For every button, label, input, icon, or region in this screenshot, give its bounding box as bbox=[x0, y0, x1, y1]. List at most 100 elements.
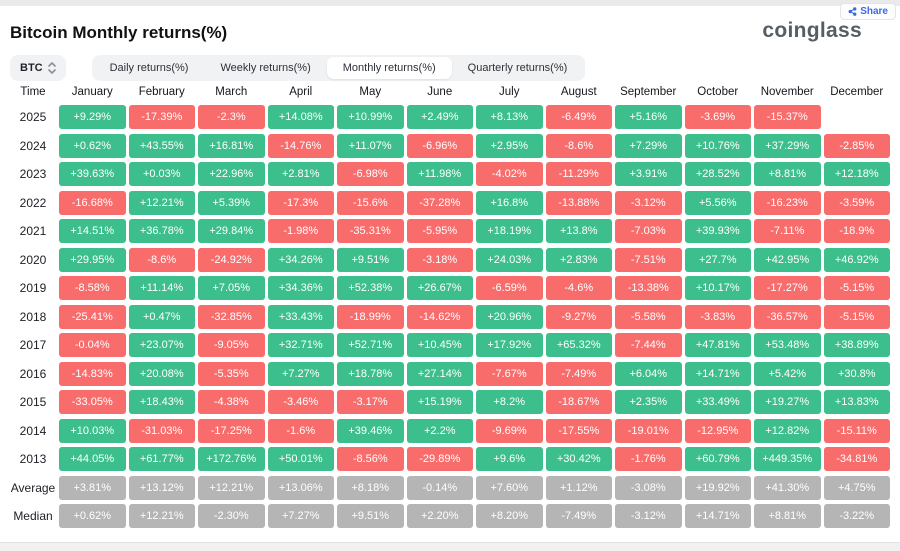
return-cell: -13.38% bbox=[615, 276, 682, 300]
return-cell: -15.11% bbox=[823, 418, 890, 443]
return-cell: -2.30% bbox=[198, 504, 265, 528]
return-cell: -8.6% bbox=[545, 133, 612, 158]
return-cell: +28.52% bbox=[684, 162, 751, 186]
return-cell: +20.08% bbox=[128, 361, 195, 386]
return-cell: +449.35% bbox=[754, 447, 821, 471]
return-cell: +12.21% bbox=[128, 504, 195, 528]
return-cell: -3.17% bbox=[337, 390, 404, 414]
return-cell: -7.51% bbox=[615, 247, 682, 272]
return-cell: +20.96% bbox=[476, 304, 543, 329]
return-cell: +4.75% bbox=[823, 475, 890, 500]
return-cell: -32.85% bbox=[198, 304, 265, 329]
return-cell: +5.42% bbox=[754, 361, 821, 386]
share-button-label: Share bbox=[860, 6, 888, 17]
return-cell: -34.81% bbox=[823, 447, 890, 471]
return-cell: +11.14% bbox=[128, 276, 195, 300]
return-cell: +44.05% bbox=[59, 447, 126, 471]
return-cell: -18.67% bbox=[545, 390, 612, 414]
page-title: Bitcoin Monthly returns(%) bbox=[10, 23, 228, 42]
tab-monthly-returns[interactable]: Monthly returns(%) bbox=[326, 57, 452, 79]
return-cell: +2.35% bbox=[615, 390, 682, 414]
return-cell: +61.77% bbox=[128, 447, 195, 471]
return-cell: -3.08% bbox=[615, 475, 682, 500]
return-cell: -7.03% bbox=[615, 219, 682, 243]
return-cell: -14.62% bbox=[406, 304, 473, 329]
return-cell: +5.56% bbox=[684, 190, 751, 215]
return-cell: -8.58% bbox=[59, 276, 126, 300]
return-cell: -3.59% bbox=[823, 190, 890, 215]
updown-arrows-icon bbox=[47, 62, 56, 74]
return-cell: +11.07% bbox=[337, 133, 404, 158]
return-cell: +39.63% bbox=[59, 162, 126, 186]
return-cell: +41.30% bbox=[754, 475, 821, 500]
return-cell: -5.15% bbox=[823, 276, 890, 300]
return-cell: -7.44% bbox=[615, 333, 682, 357]
table-row-2013: 2013 +44.05% +61.77% +172.76% +50.01% -8.56% -… bbox=[10, 447, 890, 471]
return-cell: -14.83% bbox=[59, 361, 126, 386]
return-cell: +14.08% bbox=[267, 105, 334, 129]
return-cell: +32.71% bbox=[267, 333, 334, 357]
return-cell: +8.81% bbox=[754, 162, 821, 186]
return-cell: +2.49% bbox=[406, 105, 473, 129]
return-cell: +7.27% bbox=[267, 504, 334, 528]
coin-selector[interactable]: BTC bbox=[10, 55, 66, 81]
return-cell: -35.31% bbox=[337, 219, 404, 243]
return-cell: +38.89% bbox=[823, 333, 890, 357]
return-cell: +8.18% bbox=[337, 475, 404, 500]
return-cell: +10.45% bbox=[406, 333, 473, 357]
return-cell: -9.05% bbox=[198, 333, 265, 357]
col-head-january: January bbox=[71, 86, 113, 98]
return-cell: +8.81% bbox=[754, 504, 821, 528]
return-cell: -7.49% bbox=[545, 504, 612, 528]
table-row-2025: 2025 +9.29% -17.39% -2.3% +14.08% +10.99% +2.4… bbox=[10, 105, 890, 129]
return-cell: -5.95% bbox=[406, 219, 473, 243]
col-head-february: February bbox=[138, 86, 185, 98]
return-cell: -25.41% bbox=[59, 304, 126, 329]
return-cell: +36.78% bbox=[128, 219, 195, 243]
return-cell: +9.51% bbox=[337, 247, 404, 272]
col-head-august: August bbox=[560, 86, 597, 98]
return-cell: -1.98% bbox=[267, 219, 334, 243]
return-cell: +29.95% bbox=[59, 247, 126, 272]
return-cell: +5.39% bbox=[198, 190, 265, 215]
return-cell: +14.71% bbox=[684, 504, 751, 528]
col-head-july: July bbox=[499, 86, 520, 98]
return-cell: +2.95% bbox=[476, 133, 543, 158]
return-cell: +7.29% bbox=[615, 133, 682, 158]
tab-quarterly-returns[interactable]: Quarterly returns(%) bbox=[467, 62, 568, 74]
return-cell: +47.81% bbox=[684, 333, 751, 357]
return-cell: -16.23% bbox=[754, 190, 821, 215]
col-head-june: June bbox=[427, 86, 453, 98]
return-cell: +9.51% bbox=[337, 504, 404, 528]
table-row-2022: 2022 -16.68% +12.21% +5.39% -17.3% -15.6% -37.… bbox=[10, 190, 890, 215]
row-label: 2024 bbox=[19, 138, 47, 153]
return-cell: +0.47% bbox=[128, 304, 195, 329]
return-cell: +65.32% bbox=[545, 333, 612, 357]
return-cell: +17.92% bbox=[476, 333, 543, 357]
return-cell: -6.49% bbox=[545, 105, 612, 129]
return-cell: +43.55% bbox=[128, 133, 195, 158]
share-button[interactable]: Share bbox=[840, 3, 896, 20]
row-label: 2019 bbox=[19, 281, 47, 295]
return-cell: -8.6% bbox=[128, 247, 195, 272]
return-cell: +8.13% bbox=[476, 105, 543, 129]
return-cell: +13.12% bbox=[128, 475, 195, 500]
return-cell: -24.92% bbox=[198, 247, 265, 272]
tab-weekly-returns[interactable]: Weekly returns(%) bbox=[220, 62, 311, 74]
row-label: 2020 bbox=[19, 252, 47, 267]
return-cell: +14.51% bbox=[59, 219, 126, 243]
return-cell: +16.81% bbox=[198, 133, 265, 158]
return-cell: -3.46% bbox=[267, 390, 334, 414]
return-cell: +50.01% bbox=[267, 447, 334, 471]
return-cell: -0.04% bbox=[59, 333, 126, 357]
return-cell: -15.6% bbox=[337, 190, 404, 215]
table-row-average: Average +3.81% +13.12% +12.21% +13.06% +8.18%… bbox=[10, 475, 890, 500]
coinglass-logo: coinglass bbox=[762, 19, 862, 42]
coin-selector-value: BTC bbox=[20, 62, 43, 74]
tab-daily-returns[interactable]: Daily returns(%) bbox=[109, 62, 189, 74]
return-cell: -12.95% bbox=[684, 418, 751, 443]
return-cell: -7.11% bbox=[754, 219, 821, 243]
col-head-october: October bbox=[697, 86, 739, 98]
return-cell: -29.89% bbox=[406, 447, 473, 471]
return-cell: +2.83% bbox=[545, 247, 612, 272]
